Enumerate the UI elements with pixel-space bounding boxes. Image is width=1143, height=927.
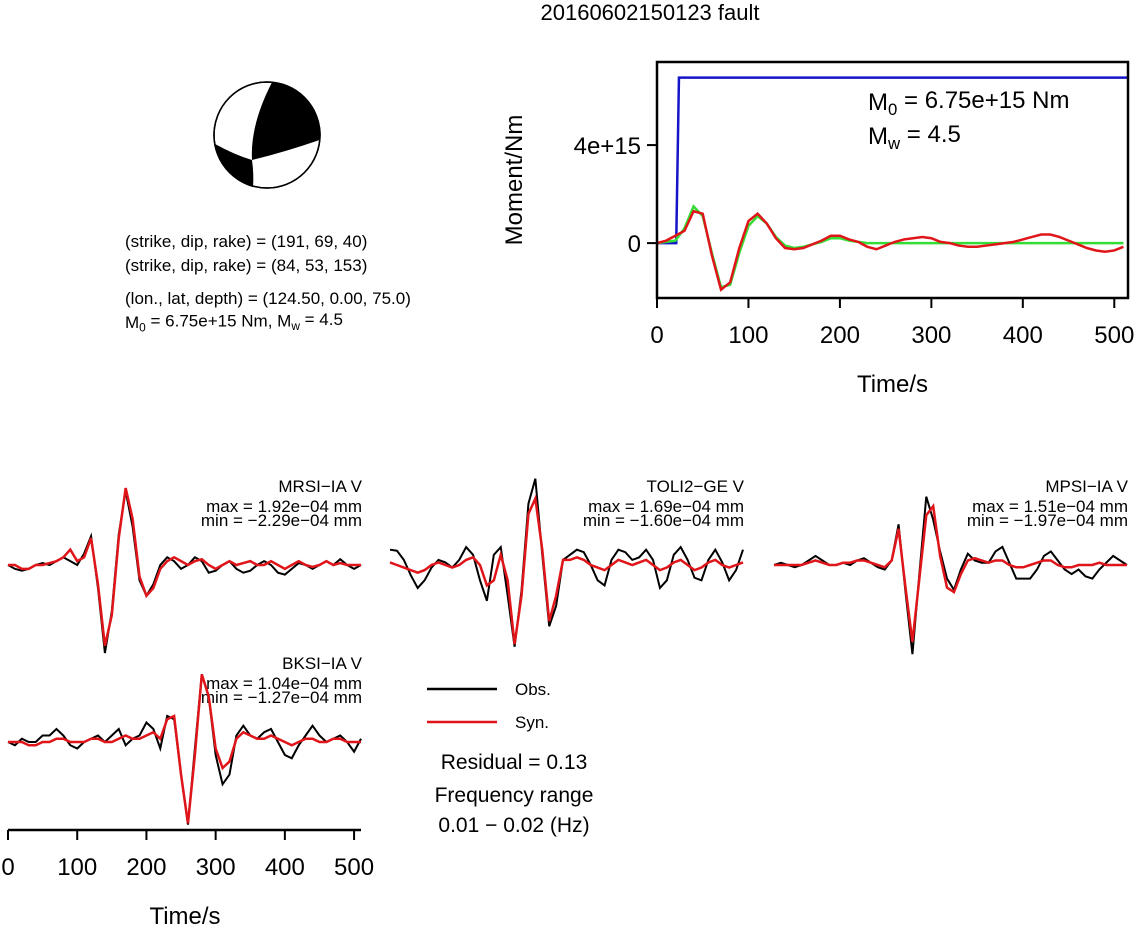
frequency-range: 0.01 − 0.02 (Hz) <box>438 814 589 837</box>
synthetic-trace <box>8 673 361 824</box>
text-part: M <box>125 313 139 332</box>
x-tick-label: 0 <box>650 322 663 349</box>
focal-text: (lon., lat, depth) = (124.50, 0.00, 75.0… <box>125 289 411 308</box>
beachball-outline <box>213 81 321 189</box>
min-label: min = −1.97e−04 mm <box>967 511 1128 530</box>
x-tick-label: 200 <box>820 322 860 349</box>
frequency-range: Frequency range <box>435 784 594 807</box>
subscript: 0 <box>139 321 146 335</box>
moment-line <box>657 76 1128 245</box>
x-tick-label: 400 <box>265 854 305 881</box>
x-tick-label: 500 <box>1094 322 1134 349</box>
figure-title: 20160602150123 fault <box>541 0 760 25</box>
subscript: w <box>290 319 300 333</box>
station-label: TOLI2−GE V <box>647 477 745 496</box>
text-part: = 6.75e+15 Nm <box>897 87 1069 114</box>
x-tick-label: 0 <box>1 854 14 881</box>
x-tick-label: 300 <box>196 854 236 881</box>
residual: Residual = 0.13 <box>441 751 588 774</box>
focal-text: (strike, dip, rake) = (191, 69, 40) <box>125 232 367 251</box>
x-tick-label: 500 <box>334 854 374 881</box>
text-part: M <box>868 89 888 116</box>
synthetic-trace <box>8 487 361 647</box>
legend-label: Syn. <box>515 713 549 732</box>
y-tick-label: 0 <box>628 231 641 258</box>
text-part: = 4.5 <box>900 121 961 148</box>
beachball-compression <box>251 82 320 160</box>
focal-text: (strike, dip, rake) = (84, 53, 153) <box>125 256 367 275</box>
text-part: = 6.75e+15 Nm, M <box>146 311 292 330</box>
text-part: = 4.5 <box>300 310 343 329</box>
plot-frame <box>655 60 1130 300</box>
min-label: min = −2.29e−04 mm <box>201 511 362 530</box>
x-axis-label: Time/s <box>149 903 220 927</box>
station-label: MRSI−IA V <box>278 477 362 496</box>
beachball-compression <box>215 144 254 188</box>
subscript: 0 <box>888 100 897 119</box>
max-label: max = 1.92e−04 mm <box>206 497 362 516</box>
synthetic-trace <box>774 503 1127 643</box>
x-tick-label: 100 <box>728 322 768 349</box>
min-label: min = −1.27e−04 mm <box>201 688 362 707</box>
annotation: M0 = 6.75e+15 Nm <box>868 87 1069 119</box>
max-label: max = 1.04e−04 mm <box>206 674 362 693</box>
moment-line <box>656 209 1124 292</box>
text-part: M <box>868 123 888 150</box>
y-axis-label: Moment/Nm <box>501 115 528 246</box>
x-tick-label: 200 <box>126 854 166 881</box>
station-label: MPSI−IA V <box>1045 477 1128 496</box>
max-label: max = 1.69e−04 mm <box>588 497 744 516</box>
max-label: max = 1.51e−04 mm <box>972 497 1128 516</box>
station-label: BKSI−IA V <box>282 654 363 673</box>
synthetic-trace <box>389 494 744 645</box>
subscript: w <box>887 134 901 153</box>
y-tick-label: 4e+15 <box>574 133 641 160</box>
x-tick-label: 400 <box>1003 322 1043 349</box>
x-tick-label: 300 <box>911 322 951 349</box>
annotation: Mw = 4.5 <box>868 121 961 153</box>
x-axis-label: Time/s <box>857 371 928 398</box>
legend-label: Obs. <box>515 680 551 699</box>
x-tick-label: 100 <box>57 854 97 881</box>
moment-text: M0 = 6.75e+15 Nm, Mw = 4.5 <box>125 310 343 335</box>
min-label: min = −1.60e−04 mm <box>583 511 744 530</box>
beachball <box>213 81 321 189</box>
